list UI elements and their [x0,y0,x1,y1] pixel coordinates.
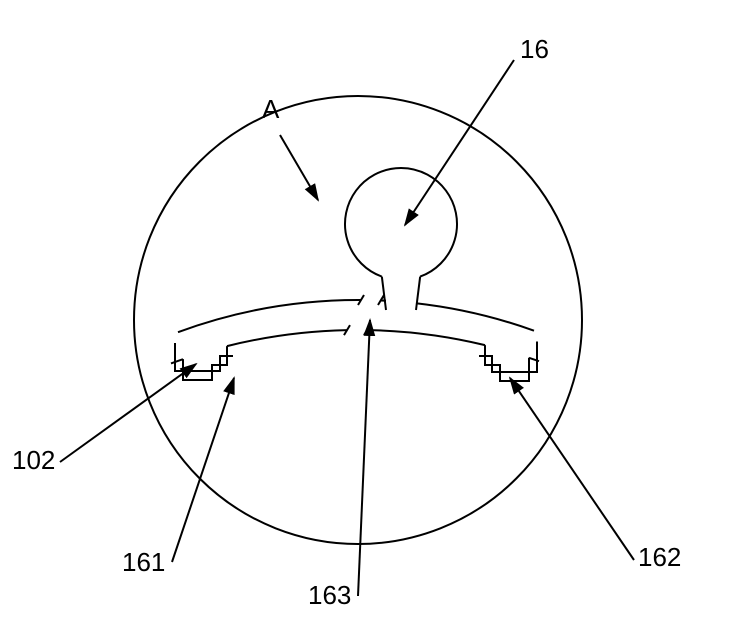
label-162: 162 [638,542,681,572]
bottom-arc-seg [171,359,183,363]
bottom-arc-seg [367,330,485,345]
neck-right [416,277,420,310]
top-arc-seg [178,300,361,332]
label-102: 102 [12,445,55,475]
ball-feature [345,168,457,277]
neck-left [382,277,386,310]
top-arc-seg [416,303,534,330]
label-161: 161 [122,547,165,577]
leader-162 [510,378,634,560]
leader-163 [358,320,370,596]
leader-102 [60,364,196,462]
leader-16 [405,60,514,225]
label-163: 163 [308,580,351,610]
leader-A [280,135,318,200]
bottom-arc-seg [227,330,347,346]
leader-161 [172,378,234,562]
label-A: A [262,94,280,124]
label-16: 16 [520,34,549,64]
